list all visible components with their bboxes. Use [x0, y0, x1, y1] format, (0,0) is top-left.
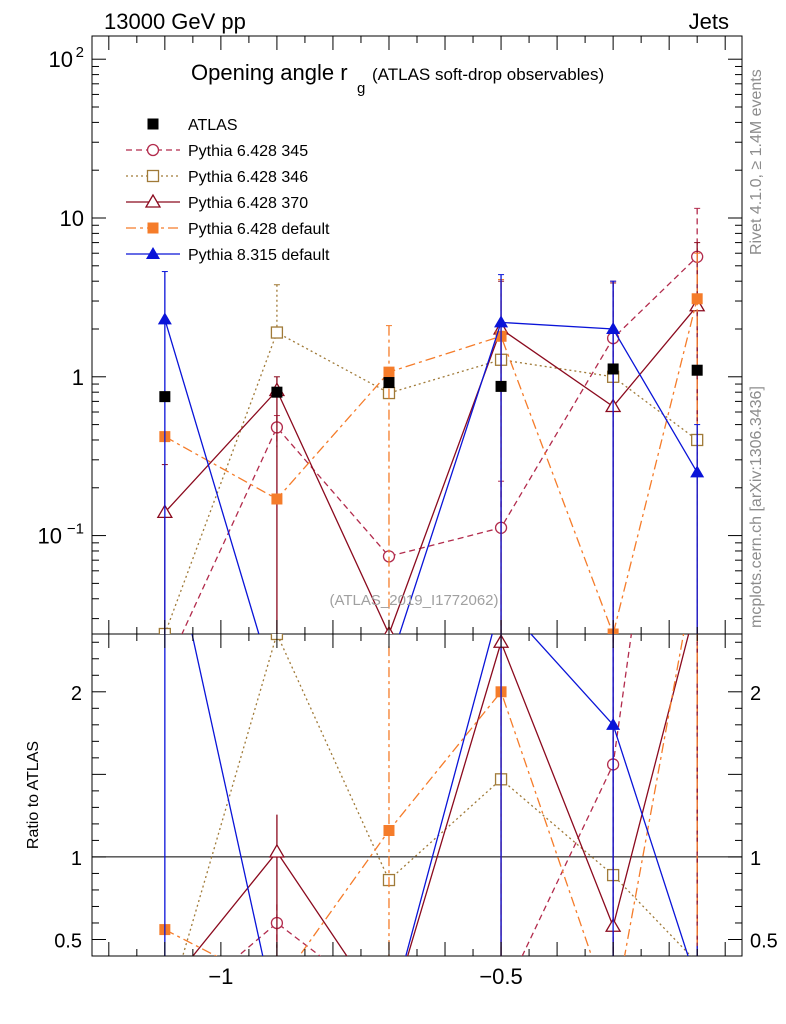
ratio-point-p345 [496, 995, 507, 1006]
ratio-point-p345 [692, 158, 703, 169]
legend-label-p370: Pythia 6.428 370 [188, 195, 308, 212]
chart-title-subscript: g [357, 80, 365, 97]
data-point-p6def [691, 293, 703, 305]
legend-marker-p345 [146, 143, 160, 157]
ratio-point-p6def [608, 1013, 619, 1024]
ratio-line-p346 [182, 634, 692, 956]
ratio-tick-label-right: 2 [750, 683, 761, 705]
ratio-series-p8def [164, 634, 704, 1024]
legend-entry-p346: Pythia 6.428 346 [126, 169, 308, 186]
series-line-p6def [164, 298, 698, 634]
legend-label-p346: Pythia 6.428 346 [188, 169, 308, 186]
series-line-p370 [164, 305, 698, 634]
ratio-line-p370 [192, 634, 690, 956]
ratio-point-p346 [159, 1012, 170, 1023]
ratio-tick-label-right: 0.5 [750, 930, 778, 952]
legend-entry-p6def: Pythia 6.428 default [126, 221, 330, 238]
legend-label-p8def: Pythia 8.315 default [188, 247, 330, 264]
data-point-p346 [270, 326, 284, 339]
energy-label: 13000 GeV pp [104, 9, 246, 34]
analysis-watermark: (ATLAS_2019_I1772062) [329, 592, 498, 609]
ratio-line-p8def [191, 634, 689, 956]
data-point-p8def [606, 321, 621, 334]
ratio-point-p370 [382, 1012, 396, 1024]
series-p370 [156, 242, 706, 634]
data-point-atlas [271, 386, 283, 398]
ratio-point-p8def [606, 717, 621, 730]
series-p346 [158, 284, 704, 634]
ratio-point-p346 [692, 957, 703, 968]
series-p6def [159, 252, 703, 634]
ratio-tick-label-right: 1 [750, 848, 761, 870]
ratio-tick-label-left: 1 [71, 848, 82, 870]
data-point-p6def [271, 493, 283, 505]
data-point-p8def [157, 312, 172, 325]
ratio-line-p345 [237, 634, 633, 956]
data-point-p8def [690, 465, 705, 478]
mcplots-label: mcplots.cern.ch [arXiv:1306.3436] [748, 386, 765, 628]
series-line-p8def [164, 319, 698, 634]
y-tick-label: 10 [38, 524, 62, 549]
legend-label-p345: Pythia 6.428 345 [188, 143, 308, 160]
process-label: Jets [689, 9, 729, 34]
rivet-version-label: Rivet 4.1.0, ≥ 1.4M events [748, 69, 765, 255]
ratio-line-p6def [164, 634, 685, 956]
y-tick-exponent: −1 [67, 521, 84, 538]
x-tick-label: −1 [208, 964, 233, 989]
legend-marker-p8def [146, 247, 160, 259]
legend-label-atlas: ATLAS [188, 117, 238, 134]
ratio-y-axis-label: Ratio to ATLAS [25, 741, 42, 849]
chart-title-suffix: (ATLAS soft-drop observables) [372, 65, 604, 84]
y-tick-label: 1 [72, 365, 84, 390]
y-tick-exponent: 2 [76, 44, 84, 61]
legend-marker-p6def [147, 222, 159, 234]
ratio-point-p370 [268, 843, 286, 858]
y-tick-label: 10 [49, 47, 73, 72]
series-atlas [159, 363, 703, 403]
data-point-atlas [159, 391, 171, 403]
ratio-point-p345 [159, 1013, 170, 1024]
data-point-atlas [607, 363, 619, 375]
legend-marker-p346 [146, 169, 160, 183]
legend-marker-p370 [144, 193, 162, 208]
ratio-point-p6def [383, 825, 395, 837]
ratio-point-p8def [690, 977, 704, 989]
legend-entry-p370: Pythia 6.428 370 [126, 193, 308, 212]
series-line-p345 [181, 256, 698, 634]
ratio-tick-label-left: 2 [71, 683, 82, 705]
y-tick-label: 10 [60, 206, 84, 231]
main-series-clip [156, 207, 706, 699]
legend: ATLAS Pythia 6.428 345 Pythia 6.428 346 Pyt… [126, 117, 330, 264]
ratio-series-clip [158, 158, 704, 1024]
series-p345 [181, 207, 704, 634]
data-point-atlas [691, 364, 703, 376]
ratio-series-layer [158, 158, 704, 1024]
chart-title-main: Opening angle r [191, 60, 348, 85]
ratio-point-p370 [158, 984, 172, 996]
ratio-tick-label-left: 0.5 [54, 930, 82, 952]
legend-entry-p8def: Pythia 8.315 default [126, 247, 330, 264]
chart-title: Opening angle r g (ATLAS soft-drop obser… [191, 60, 604, 97]
series-line-p346 [164, 331, 698, 634]
ratio-point-p8def [382, 1012, 396, 1024]
ratio-point-p345 [383, 1003, 394, 1014]
ratio-point-p6def [271, 982, 282, 993]
data-point-p6def [383, 366, 395, 378]
data-point-p8def [494, 315, 509, 328]
x-tick-label: −0.5 [479, 964, 522, 989]
data-point-atlas [383, 377, 395, 389]
legend-entry-p345: Pythia 6.428 345 [126, 143, 308, 160]
legend-entry-atlas: ATLAS [147, 117, 238, 134]
data-point-p8def [270, 687, 284, 699]
legend-marker-atlas [147, 118, 159, 130]
main-series-layer [156, 207, 706, 699]
series-p8def [157, 271, 705, 699]
ratio-point-p8def [270, 1013, 284, 1024]
legend-label-p6def: Pythia 6.428 default [188, 221, 330, 238]
data-point-atlas [495, 380, 507, 392]
